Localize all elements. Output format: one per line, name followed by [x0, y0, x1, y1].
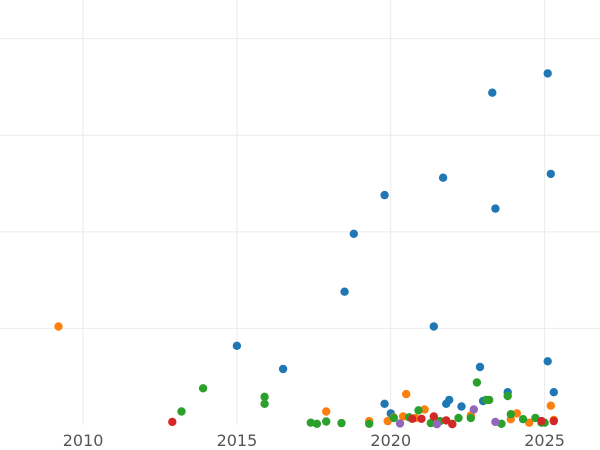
data-point — [546, 169, 555, 179]
data-point — [365, 419, 374, 428]
data-point — [442, 416, 451, 425]
grid — [0, 0, 600, 425]
data-point — [549, 388, 558, 397]
data-point — [457, 402, 466, 411]
data-point — [469, 405, 478, 414]
data-point — [198, 384, 208, 393]
data-point — [414, 406, 423, 415]
data-point — [322, 407, 331, 416]
x-tick-label: 2010 — [63, 431, 104, 450]
data-point — [543, 69, 552, 78]
data-point — [512, 409, 522, 418]
data-point — [537, 416, 546, 426]
data-point — [312, 419, 322, 428]
data-point — [549, 416, 558, 426]
x-axis-ticks: 2010 2015 2020 2025 — [63, 431, 565, 450]
data-point — [322, 417, 331, 426]
x-tick-label: 2015 — [217, 431, 258, 450]
data-points — [54, 69, 558, 429]
data-point — [454, 413, 463, 423]
data-point — [488, 88, 497, 97]
data-point — [402, 389, 411, 399]
data-point — [448, 420, 457, 429]
data-point — [518, 415, 528, 424]
x-tick-label: 2025 — [524, 431, 565, 450]
data-point — [485, 395, 494, 405]
data-point — [491, 417, 500, 427]
data-point — [260, 392, 269, 401]
data-point — [380, 190, 389, 200]
data-point — [340, 287, 349, 296]
data-point — [389, 413, 398, 423]
data-point — [503, 391, 512, 401]
data-point — [177, 407, 186, 416]
data-point — [349, 229, 358, 238]
data-point — [168, 417, 177, 427]
data-point — [506, 410, 515, 419]
data-point — [546, 401, 555, 410]
data-point — [278, 364, 288, 374]
data-point — [432, 420, 442, 429]
data-point — [408, 414, 417, 423]
data-point — [420, 405, 429, 414]
data-point — [472, 378, 482, 387]
data-point — [466, 413, 475, 423]
data-point — [417, 414, 426, 423]
data-point — [475, 362, 485, 372]
data-point — [429, 322, 438, 331]
series-4 — [395, 405, 500, 429]
series-1 — [54, 322, 558, 427]
data-point — [438, 173, 448, 182]
data-point — [337, 418, 346, 428]
data-point — [543, 357, 552, 366]
data-point — [525, 418, 534, 427]
data-point — [232, 341, 242, 350]
data-point — [395, 419, 405, 428]
x-tick-label: 2020 — [370, 431, 411, 450]
series-3 — [168, 412, 558, 429]
data-point — [491, 204, 500, 213]
data-point — [398, 412, 408, 421]
data-point — [260, 399, 269, 408]
data-point — [380, 399, 389, 408]
data-point — [429, 412, 438, 421]
series-0 — [232, 69, 558, 418]
data-point — [54, 322, 63, 331]
data-point — [445, 395, 454, 405]
